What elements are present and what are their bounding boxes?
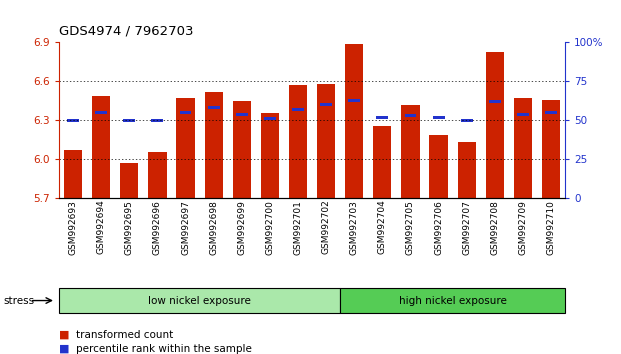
Bar	[373, 126, 391, 198]
Bar	[320, 103, 332, 106]
Bar	[289, 85, 307, 198]
Bar	[401, 105, 420, 198]
Text: percentile rank within the sample: percentile rank within the sample	[76, 344, 252, 354]
Text: ■: ■	[59, 344, 70, 354]
Bar	[264, 118, 276, 120]
Bar	[148, 152, 166, 198]
Bar	[152, 119, 163, 122]
Text: ■: ■	[59, 330, 70, 339]
Text: GDS4974 / 7962703: GDS4974 / 7962703	[59, 25, 194, 38]
Bar	[204, 92, 223, 198]
Bar	[67, 119, 79, 122]
Bar	[517, 113, 529, 115]
Text: high nickel exposure: high nickel exposure	[399, 296, 507, 306]
Bar	[64, 150, 82, 198]
Bar	[433, 116, 445, 119]
Bar	[489, 100, 501, 103]
Bar	[95, 111, 107, 114]
Bar	[92, 96, 111, 198]
Bar	[236, 113, 248, 115]
Bar	[292, 108, 304, 111]
Bar	[345, 44, 363, 198]
Text: transformed count: transformed count	[76, 330, 174, 339]
Bar	[207, 107, 220, 109]
Text: low nickel exposure: low nickel exposure	[148, 296, 251, 306]
Bar	[348, 99, 360, 102]
Bar	[233, 101, 251, 198]
Bar	[404, 114, 417, 117]
Bar	[261, 113, 279, 198]
Bar	[542, 99, 560, 198]
Bar	[486, 52, 504, 198]
Bar	[458, 142, 476, 198]
Bar	[176, 98, 194, 198]
Bar	[545, 111, 557, 114]
Bar	[376, 116, 388, 119]
Bar	[120, 163, 138, 198]
Bar	[317, 84, 335, 198]
Bar	[514, 98, 532, 198]
Text: stress: stress	[3, 296, 34, 306]
Bar	[179, 111, 191, 114]
Bar	[124, 119, 135, 122]
Bar	[430, 135, 448, 198]
Bar	[461, 119, 473, 122]
